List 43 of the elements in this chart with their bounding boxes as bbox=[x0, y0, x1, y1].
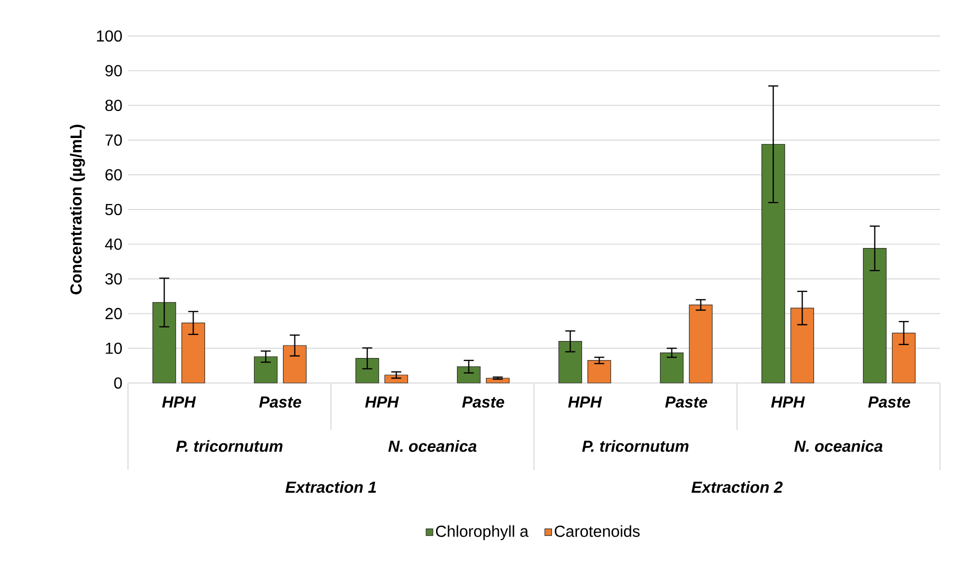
bar bbox=[862, 248, 887, 384]
x-tick-label: Paste bbox=[665, 396, 708, 408]
y-tick-label: 60 bbox=[105, 169, 122, 180]
bar bbox=[761, 144, 786, 384]
y-tick-label: 70 bbox=[106, 134, 122, 146]
text: P. tricornutum bbox=[582, 440, 688, 452]
bar bbox=[384, 374, 408, 384]
bar bbox=[456, 366, 481, 384]
text: Extraction 1 bbox=[285, 481, 376, 493]
text: P. tricornutum bbox=[176, 440, 282, 452]
bar bbox=[790, 308, 814, 384]
bar bbox=[892, 332, 916, 384]
x-tick-label: Paste bbox=[868, 396, 910, 408]
x-tick-label: HPH bbox=[771, 396, 805, 408]
legend-label: Carotenoids bbox=[554, 525, 640, 537]
y-axis-title: Concentration (µg/mL) bbox=[70, 124, 85, 294]
text: N. oceanica bbox=[794, 440, 882, 452]
y-tick-label: 80 bbox=[105, 100, 122, 112]
bar bbox=[587, 360, 612, 384]
x-tick-label: Paste bbox=[462, 396, 504, 408]
x-tick-label: Paste bbox=[259, 396, 302, 408]
y-tick-label: 10 bbox=[106, 342, 122, 354]
y-tick-label: 100 bbox=[97, 30, 122, 42]
bar bbox=[282, 345, 307, 384]
y-tick-label: 90 bbox=[105, 65, 122, 76]
legend-label: Chlorophyll a bbox=[436, 525, 529, 540]
y-tick-label: 20 bbox=[105, 308, 122, 320]
bar bbox=[660, 352, 684, 384]
y-tick-label: 0 bbox=[114, 377, 122, 389]
x-tick-label: HPH bbox=[162, 396, 196, 408]
bar bbox=[688, 304, 713, 384]
bar bbox=[558, 341, 582, 384]
y-tick-label: 40 bbox=[105, 238, 122, 250]
bar bbox=[355, 358, 380, 384]
x-tick-label: HPH bbox=[365, 396, 399, 408]
x-tick-label: HPH bbox=[568, 396, 602, 408]
y-tick-label: 50 bbox=[105, 204, 122, 216]
bar bbox=[181, 322, 206, 384]
text: Extraction 2 bbox=[691, 481, 783, 493]
bar bbox=[152, 302, 176, 384]
bar bbox=[254, 356, 278, 384]
text: N. oceanica bbox=[388, 440, 476, 452]
y-tick-label: 30 bbox=[105, 273, 122, 285]
